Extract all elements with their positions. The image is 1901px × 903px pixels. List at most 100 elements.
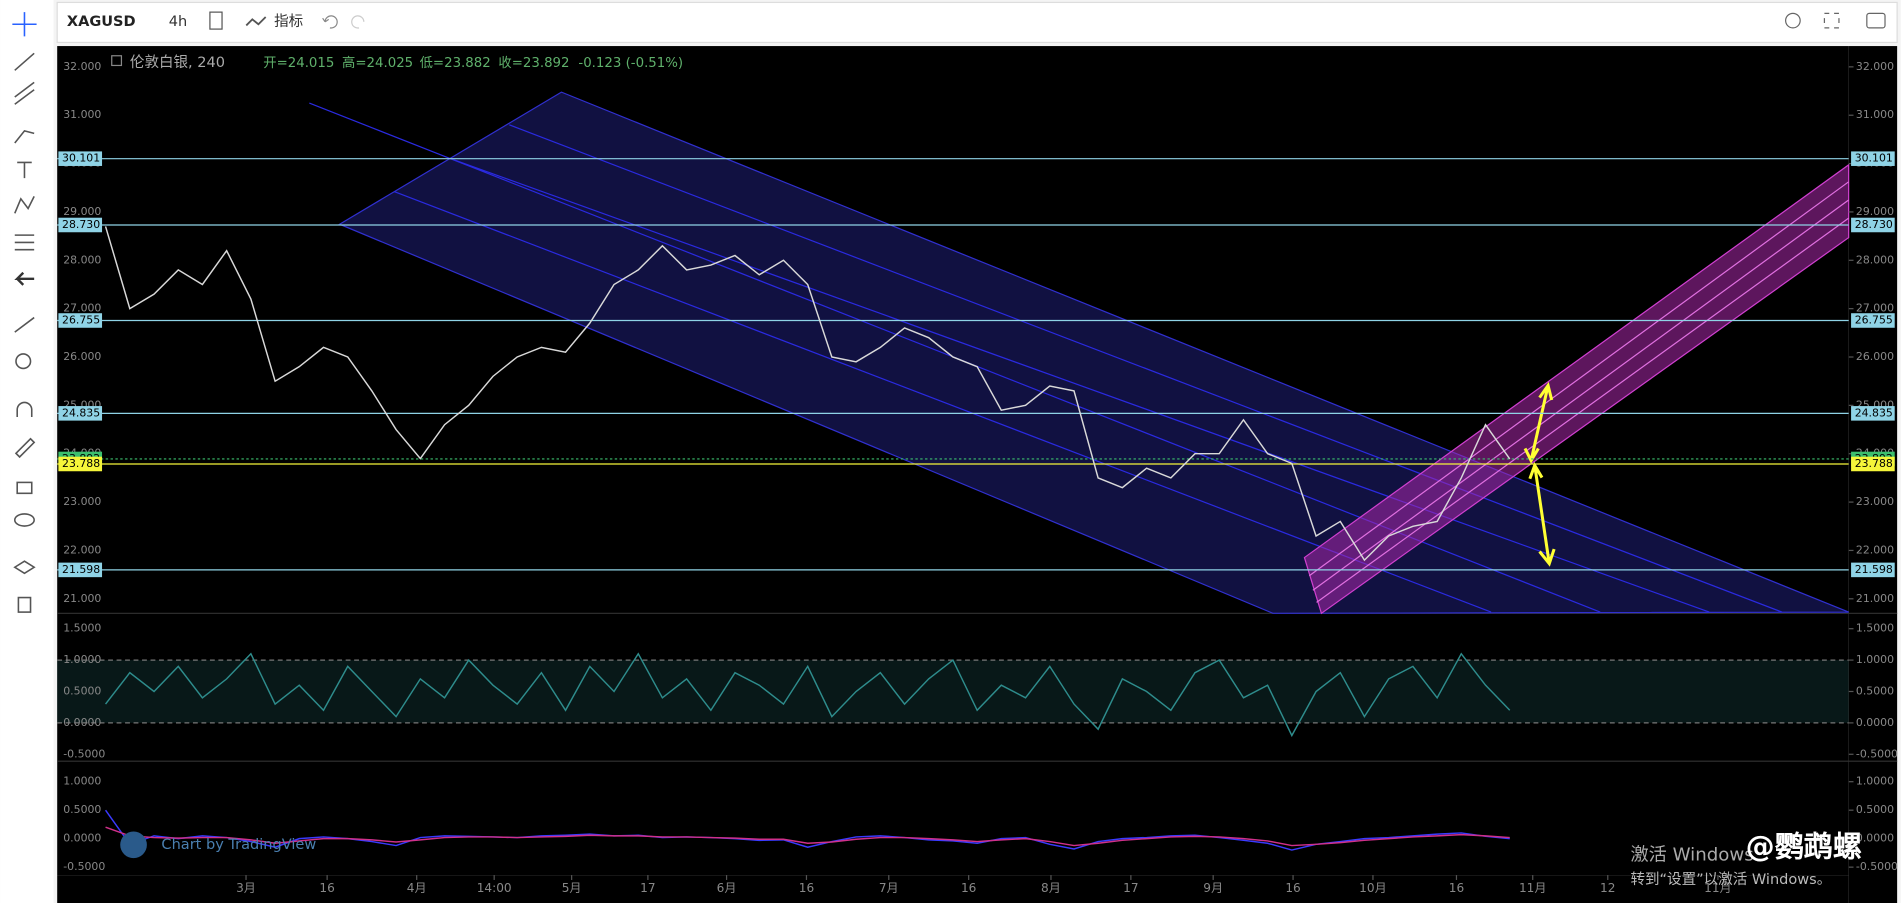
- indicator-icon[interactable]: [245, 16, 267, 27]
- y-tick-label: 0.5000: [63, 803, 101, 816]
- chart-area: [57, 46, 1849, 876]
- top-toolbar: [56, 1, 1898, 44]
- y-tick-label: 0.0000: [1856, 832, 1894, 845]
- legend-icon[interactable]: [111, 55, 123, 67]
- chart-style-icon[interactable]: [209, 11, 223, 30]
- level-label: 30.101: [62, 152, 100, 165]
- undo-icon[interactable]: [322, 15, 338, 29]
- up-arrow: [1523, 381, 1554, 464]
- symbol[interactable]: XAGUSD: [67, 14, 136, 30]
- y-tick-label: 31.000: [1856, 108, 1894, 121]
- level-label: 21.598: [62, 563, 100, 576]
- author-watermark: @鹦鹉螺: [1746, 829, 1862, 863]
- cross-tool[interactable]: [12, 12, 37, 37]
- y-tick-label: -0.5000: [63, 860, 105, 873]
- legend-change: -0.123 (-0.51%): [578, 56, 683, 71]
- layers-tool[interactable]: [13, 560, 36, 575]
- settings-icon[interactable]: [1785, 12, 1801, 29]
- y-tick-label: 21.000: [63, 592, 101, 605]
- text-tool[interactable]: [17, 161, 32, 179]
- x-tick-label: 10月: [1359, 881, 1387, 895]
- line: [104, 652, 1511, 738]
- lock-drawing-tool[interactable]: [14, 437, 36, 459]
- snapshot-icon[interactable]: [1866, 12, 1886, 29]
- ruler-tool[interactable]: [14, 316, 35, 333]
- x-tick-label: 6月: [717, 881, 737, 895]
- y-tick-label: -0.5000: [1856, 860, 1898, 873]
- level-label-bg: [1851, 217, 1895, 233]
- magnet-tool[interactable]: [16, 401, 33, 417]
- y-tick-label: 32.000: [1856, 60, 1894, 73]
- level-label: 24.835: [62, 406, 100, 419]
- x-tick-label: 16: [319, 881, 334, 895]
- channel-fill: [1303, 163, 1850, 615]
- y-tick-label: 1.5000: [63, 622, 101, 635]
- scenario-arrows: [1523, 381, 1556, 567]
- y-tick-label: 0.0000: [63, 716, 101, 729]
- x-tick-label: 3月: [236, 881, 256, 895]
- level-label: 26.755: [62, 313, 100, 326]
- legend-close: 收=23.892: [498, 55, 569, 71]
- indicators-button[interactable]: 指标: [274, 13, 303, 30]
- delete-tool[interactable]: [17, 596, 32, 613]
- trend-tool[interactable]: [14, 52, 35, 71]
- level-label: 23.788: [62, 457, 100, 470]
- x-tick-label: 5月: [562, 881, 582, 895]
- y-tick-label: -0.5000: [63, 747, 105, 760]
- y-tick-label: 26.000: [1856, 350, 1894, 363]
- price-axis: [1848, 46, 1898, 903]
- y-tick-label: 1.0000: [63, 775, 101, 788]
- y-tick-label: 26.000: [63, 350, 101, 363]
- y-tick-label: 1.0000: [1856, 775, 1894, 788]
- x-tick-label: 14:00: [477, 881, 512, 895]
- x-tick-label: 12: [1600, 881, 1615, 895]
- line: [104, 226, 1511, 562]
- time-axis: [57, 875, 1849, 903]
- interval[interactable]: 4h: [169, 14, 187, 30]
- y-tick-label: 23.000: [63, 495, 101, 508]
- y-tick-label: 0.5000: [1856, 684, 1894, 697]
- tv-brand[interactable]: Chart by TradingView: [161, 837, 316, 853]
- x-tick-label: 7月: [879, 881, 899, 895]
- level-label: 30.101: [1855, 152, 1893, 165]
- level-label-bg: [1851, 562, 1895, 578]
- x-tick-label: 16: [799, 881, 814, 895]
- y-tick-label: 1.5000: [1856, 622, 1894, 635]
- level-label-bg: [58, 313, 103, 328]
- level-label: 23.788: [1855, 457, 1893, 470]
- y-tick-label: 27.000: [1856, 302, 1894, 315]
- legend-high: 高=24.025: [342, 54, 413, 71]
- x-tick-label: 9月: [1203, 881, 1223, 895]
- x-tick-label: 4月: [407, 881, 427, 895]
- left-toolbar: [0, 0, 54, 903]
- visibility-tool[interactable]: [13, 513, 35, 527]
- x-tick-label: 16: [1449, 881, 1464, 895]
- brush-tool[interactable]: [14, 130, 35, 144]
- fib-tool[interactable]: [14, 234, 35, 251]
- zoom-tool[interactable]: [15, 353, 32, 370]
- x-tick-label: 11月: [1704, 881, 1732, 895]
- level-label: 28.730: [1855, 218, 1893, 231]
- tv-logo[interactable]: [120, 831, 147, 859]
- pattern-tool[interactable]: [14, 196, 35, 214]
- level-label-bg: [58, 456, 103, 472]
- fullscreen-icon[interactable]: [1823, 12, 1840, 29]
- y-tick-label: 23.000: [1856, 495, 1894, 508]
- back-tool[interactable]: [14, 271, 35, 286]
- y-tick-label: 0.5000: [63, 684, 101, 697]
- y-tick-label: 29.000: [63, 205, 101, 218]
- redo-icon[interactable]: [351, 15, 365, 29]
- level-label: 26.755: [1855, 313, 1893, 326]
- x-tick-label: 17: [1123, 881, 1138, 895]
- pitchfork-tool[interactable]: [14, 81, 35, 105]
- band: [57, 660, 1849, 723]
- ascending-channel: [1303, 163, 1850, 615]
- y-tick-label: 29.000: [1856, 205, 1894, 218]
- y-tick-label: 22.000: [63, 543, 101, 556]
- y-tick-label: 28.000: [1856, 253, 1894, 266]
- level-label-bg: [1851, 406, 1895, 421]
- lock-tool[interactable]: [16, 481, 33, 495]
- legend-open: 开=24.015: [263, 56, 334, 71]
- activation-hint: 转到“设置”以激活 Windows。: [1630, 871, 1831, 888]
